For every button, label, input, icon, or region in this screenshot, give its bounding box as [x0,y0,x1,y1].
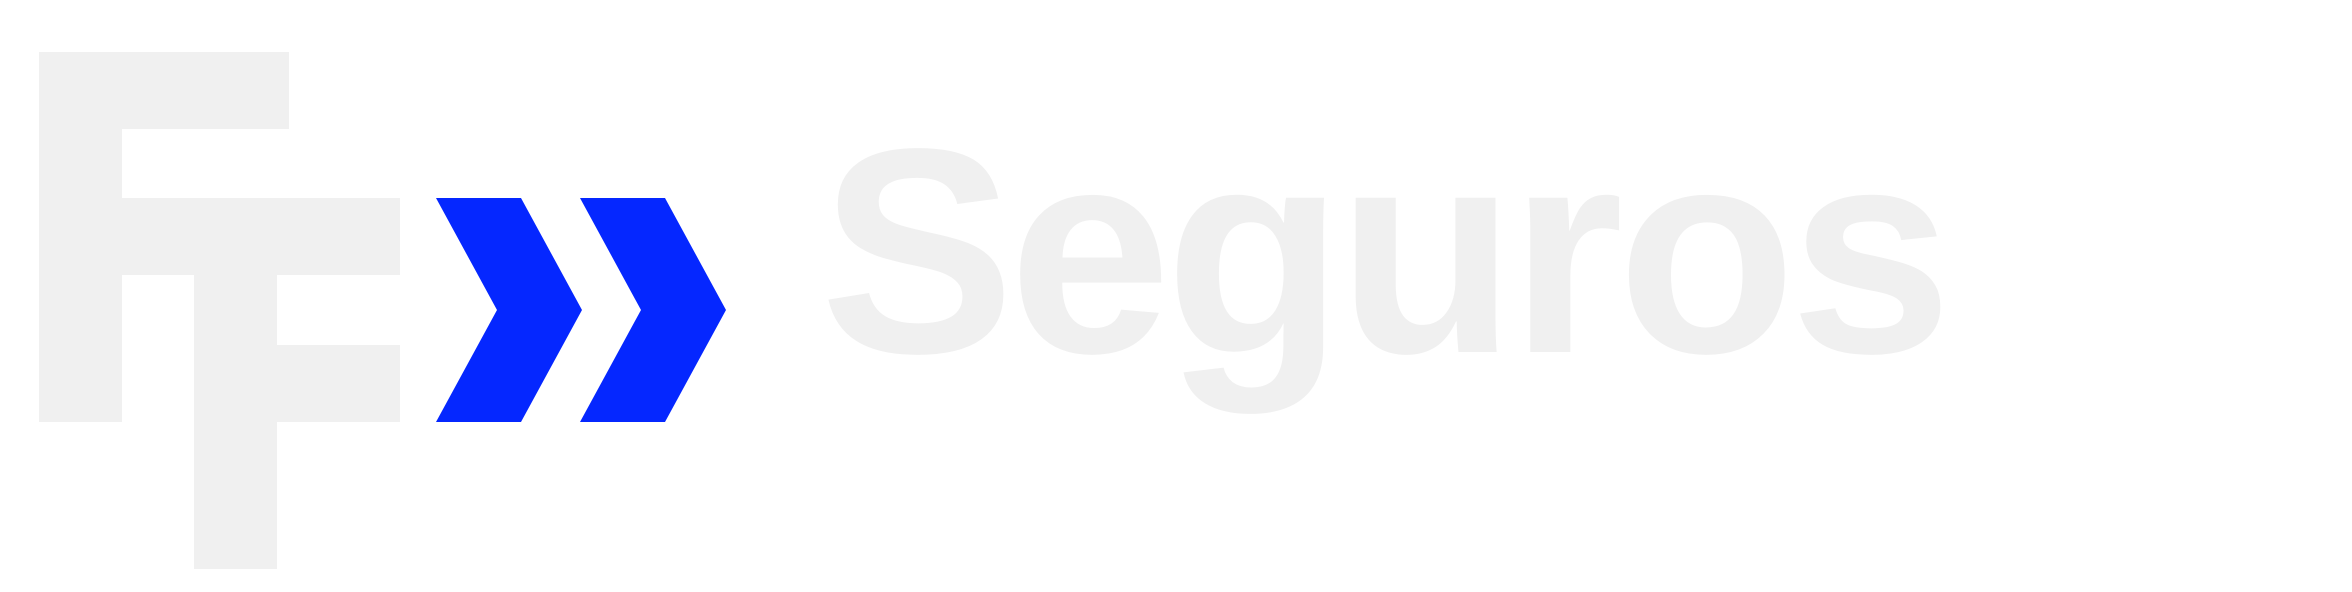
brand-name: Seguros [820,88,1952,414]
ft-monogram-icon [39,52,400,569]
double-chevron-right-icon [436,198,726,422]
chevron-right-icon [580,198,726,422]
chevron-right-icon [436,198,582,422]
